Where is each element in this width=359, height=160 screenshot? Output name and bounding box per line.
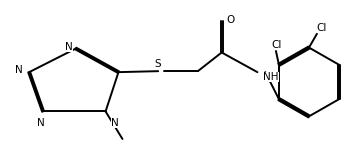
Text: N: N bbox=[111, 118, 118, 128]
Text: S: S bbox=[155, 59, 162, 69]
Text: O: O bbox=[227, 15, 235, 25]
Text: N: N bbox=[37, 118, 45, 128]
Text: N: N bbox=[15, 65, 23, 75]
Text: Cl: Cl bbox=[317, 23, 327, 33]
Text: N: N bbox=[65, 42, 73, 52]
Text: Cl: Cl bbox=[272, 40, 282, 50]
Text: NH: NH bbox=[264, 72, 279, 82]
